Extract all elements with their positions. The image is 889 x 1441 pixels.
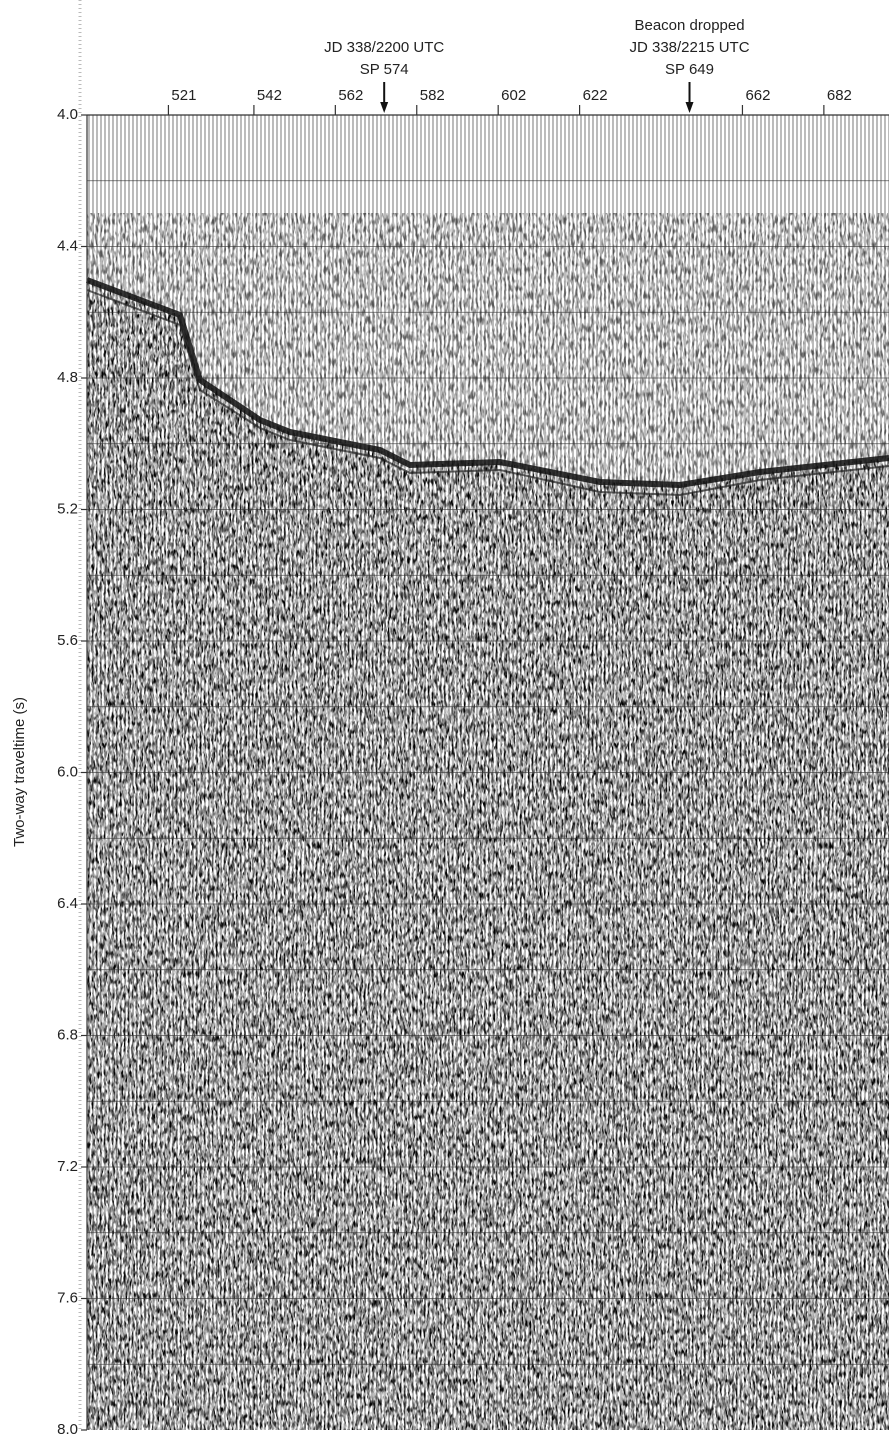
annotation-arrowhead bbox=[686, 102, 694, 113]
y-tick-label: 5.6 bbox=[57, 632, 78, 649]
annotation-text: JD 338/2200 UTC bbox=[324, 39, 444, 56]
chart: Two-way traveltime (s) 4.0 4.4 4.8 5.2 5.6 6.… bbox=[0, 0, 889, 1441]
y-tick-label: 6.0 bbox=[57, 763, 78, 780]
page: Two-way traveltime (s) 4.0 4.4 4.8 5.2 5.6 6.… bbox=[0, 0, 889, 1441]
y-tick-label: 4.8 bbox=[57, 369, 78, 386]
x-tick-label: 542 bbox=[257, 87, 282, 104]
y-tick-label: 6.4 bbox=[57, 895, 78, 912]
x-tick-label: 562 bbox=[338, 87, 363, 104]
annotation-text: SP 574 bbox=[360, 61, 409, 78]
annotation-arrowhead bbox=[380, 102, 388, 113]
y-tick-label: 5.2 bbox=[57, 500, 78, 517]
y-tick-label: 8.0 bbox=[57, 1421, 78, 1438]
y-axis-label: Two-way traveltime (s) bbox=[11, 697, 28, 847]
x-tick-label: 682 bbox=[827, 87, 852, 104]
annotation-text: JD 338/2215 UTC bbox=[629, 39, 749, 56]
annotation-text: SP 649 bbox=[665, 61, 714, 78]
annotation-text: Beacon dropped bbox=[634, 17, 744, 34]
y-tick-label: 7.2 bbox=[57, 1158, 78, 1175]
x-tick-label: 662 bbox=[745, 87, 770, 104]
x-tick-label: 521 bbox=[171, 87, 196, 104]
y-tick-label: 4.0 bbox=[57, 106, 78, 123]
x-tick-label: 582 bbox=[420, 87, 445, 104]
y-tick-label: 4.4 bbox=[57, 237, 78, 254]
x-tick-label: 622 bbox=[583, 87, 608, 104]
x-tick-label: 602 bbox=[501, 87, 526, 104]
y-tick-label: 6.8 bbox=[57, 1026, 78, 1043]
y-tick-label: 7.6 bbox=[57, 1289, 78, 1306]
